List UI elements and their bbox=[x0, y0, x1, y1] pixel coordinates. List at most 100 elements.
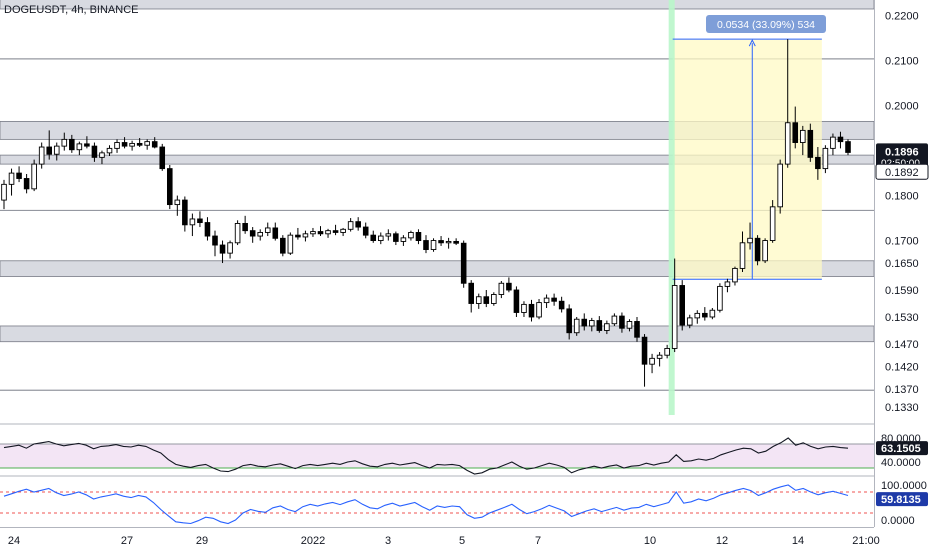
candle-body bbox=[822, 147, 829, 170]
candle bbox=[212, 230, 218, 257]
candle-body bbox=[272, 227, 279, 239]
candle bbox=[588, 317, 595, 332]
candle bbox=[792, 106, 799, 149]
candle-body bbox=[16, 172, 22, 179]
candle bbox=[815, 147, 821, 180]
candle-body bbox=[739, 242, 746, 269]
candle bbox=[619, 312, 625, 333]
candle bbox=[837, 131, 844, 149]
candle bbox=[769, 200, 776, 243]
candle bbox=[408, 230, 414, 241]
candle-body bbox=[453, 240, 459, 244]
candle-body bbox=[355, 221, 361, 228]
candle bbox=[521, 301, 527, 317]
candle-body bbox=[430, 240, 437, 250]
candle-body bbox=[310, 231, 316, 235]
candle bbox=[762, 238, 768, 264]
time-tick-label: 7 bbox=[535, 535, 541, 547]
candle bbox=[227, 240, 233, 259]
candle-body bbox=[242, 223, 248, 232]
candle bbox=[604, 320, 610, 335]
price-axis[interactable]: 0.2200 0.2100 0.2000 0.1800 0.1700 0.1650 0.15… bbox=[874, 0, 932, 550]
candle-body bbox=[686, 317, 693, 326]
candle-body bbox=[754, 237, 761, 262]
candle bbox=[483, 290, 490, 308]
candle bbox=[38, 142, 45, 169]
candle-body bbox=[566, 308, 572, 334]
time-tick-label: 27 bbox=[121, 535, 133, 547]
candle bbox=[475, 293, 482, 309]
indicator-pane-2[interactable]: 100.0000 0.0000 59.8135 bbox=[0, 475, 928, 527]
candle bbox=[385, 229, 392, 241]
candle-body bbox=[634, 321, 640, 338]
candle bbox=[453, 238, 459, 246]
candle bbox=[430, 238, 437, 252]
candle-body bbox=[166, 168, 173, 206]
candle bbox=[400, 235, 407, 246]
candle-body bbox=[423, 240, 429, 250]
candle bbox=[91, 142, 98, 162]
candle-body bbox=[468, 282, 475, 304]
candle bbox=[219, 240, 226, 264]
candle bbox=[393, 231, 399, 246]
candle-body bbox=[400, 237, 407, 242]
price-tick-label: 0.1370 bbox=[885, 384, 919, 396]
candle-body bbox=[69, 138, 75, 151]
candle bbox=[189, 213, 196, 237]
candle-body bbox=[769, 206, 776, 241]
candle-body bbox=[573, 318, 580, 334]
candle-body bbox=[362, 226, 369, 236]
time-axis[interactable]: 24 27 29 2022 3 5 7 10 12 14 21:00 bbox=[0, 527, 880, 548]
price-axis-background bbox=[874, 0, 932, 550]
candle bbox=[445, 237, 452, 249]
candle bbox=[151, 137, 158, 149]
candle bbox=[242, 215, 248, 234]
candle-body bbox=[99, 152, 105, 158]
candle-body bbox=[717, 285, 723, 311]
candlestick-series bbox=[1, 39, 851, 387]
candle bbox=[46, 130, 53, 160]
candle bbox=[558, 296, 565, 313]
candle-body bbox=[619, 315, 625, 329]
candle bbox=[136, 138, 143, 148]
candle-body bbox=[114, 142, 120, 149]
candle-body bbox=[513, 289, 520, 313]
candle-body bbox=[491, 294, 497, 304]
candle-body bbox=[53, 145, 60, 155]
main-pane[interactable]: 0.0534 (33.09%) 534 DOGEUSDT, 4h, BINANC… bbox=[0, 0, 875, 415]
candle bbox=[159, 143, 166, 171]
candle bbox=[166, 165, 173, 210]
candle-body bbox=[679, 285, 686, 326]
candle bbox=[16, 166, 22, 183]
candle-body bbox=[212, 235, 218, 246]
candle bbox=[347, 218, 354, 232]
time-tick-label: 12 bbox=[716, 535, 728, 547]
indicator-line bbox=[3, 437, 849, 475]
candle bbox=[84, 136, 90, 149]
candle bbox=[694, 310, 701, 324]
candle-body bbox=[807, 129, 814, 158]
price-tick-label: 0.1800 bbox=[885, 191, 919, 203]
candle bbox=[596, 316, 603, 333]
candle bbox=[340, 227, 346, 237]
candle bbox=[69, 134, 75, 153]
candle bbox=[754, 235, 761, 266]
candle-body bbox=[370, 234, 377, 241]
candle-body bbox=[830, 136, 836, 149]
time-tick-label: 3 bbox=[385, 535, 391, 547]
candle-body bbox=[732, 267, 738, 283]
candle bbox=[287, 232, 294, 255]
candle bbox=[310, 227, 316, 237]
candle-body bbox=[46, 146, 53, 155]
candle bbox=[536, 298, 542, 320]
candle-body bbox=[280, 237, 286, 254]
candle bbox=[551, 293, 557, 306]
candle bbox=[53, 142, 60, 161]
candle-body bbox=[536, 302, 542, 318]
candle-body bbox=[317, 231, 324, 235]
price-tick-label: 0.1530 bbox=[885, 312, 919, 324]
candle bbox=[264, 222, 271, 237]
candle bbox=[513, 286, 520, 317]
